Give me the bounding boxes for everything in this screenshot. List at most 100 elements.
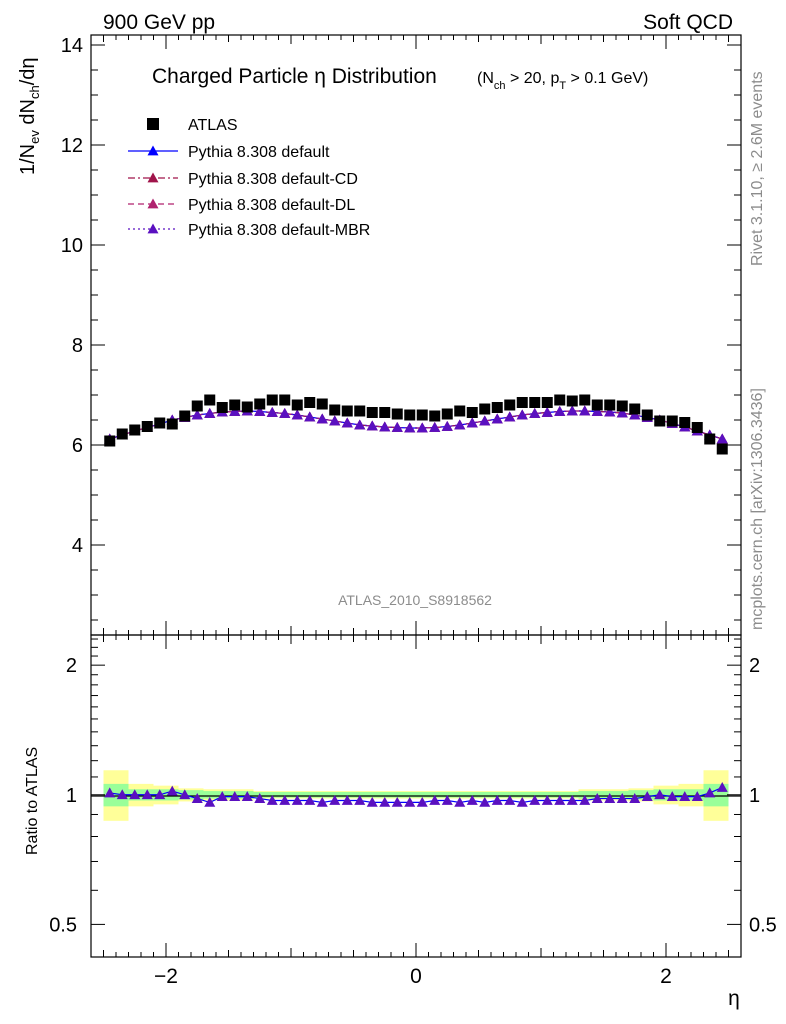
legend-label-4: Pythia 8.308 default-MBR — [188, 222, 370, 239]
legend-marker-1 — [147, 145, 159, 156]
ratio-y-tick-label-right: 2 — [749, 655, 760, 677]
atlas-marker — [704, 433, 716, 445]
atlas-marker — [604, 399, 616, 411]
series-4-marker — [479, 415, 491, 426]
ratio-marker — [529, 794, 541, 805]
ratio-marker — [366, 796, 378, 807]
ratio-marker — [116, 789, 128, 800]
atlas-marker — [479, 403, 491, 415]
series-4-marker — [466, 417, 478, 428]
ratio-marker — [591, 793, 603, 803]
ratio-marker — [266, 794, 278, 805]
ratio-marker — [166, 785, 178, 796]
ratio-band-inner — [253, 791, 329, 798]
atlas-marker — [566, 395, 578, 407]
series-4-marker — [416, 422, 428, 433]
series-4-marker — [429, 422, 441, 432]
atlas-marker — [216, 402, 228, 413]
series-4-marker — [604, 406, 616, 417]
atlas-marker — [429, 410, 441, 422]
ratio-marker — [179, 789, 191, 800]
atlas-marker — [129, 424, 141, 436]
ratio-y-tick-label-right: 1 — [749, 785, 760, 807]
ratio-marker — [279, 794, 291, 805]
atlas-marker — [379, 407, 391, 418]
ratio-marker — [679, 791, 691, 802]
atlas-marker — [291, 399, 303, 411]
legend-atlas-marker — [147, 118, 159, 130]
series-4-marker — [541, 407, 553, 417]
ratio-band-inner — [628, 790, 654, 800]
main-tick-labels: 4 6 8 10 12 14 — [61, 35, 83, 557]
ratio-series-group — [104, 781, 728, 807]
ratio-marker — [129, 789, 141, 800]
series-4-marker — [341, 417, 353, 428]
main-y-tick-label: 14 — [61, 35, 83, 57]
ratio-marker — [566, 794, 578, 805]
ratio-marker — [216, 791, 228, 802]
series-4-marker — [379, 421, 391, 432]
ratio-band-inner — [178, 790, 204, 800]
atlas-marker — [504, 399, 516, 411]
ratio-band-inner — [653, 789, 679, 801]
ratio-marker — [154, 789, 166, 800]
ratio-marker — [466, 794, 478, 805]
series-4-marker — [529, 408, 541, 418]
atlas-marker — [491, 402, 503, 413]
ratio-marker — [616, 793, 628, 803]
chart-subtitle: (Nch > 20, pT > 0.1 GeV) — [477, 70, 648, 92]
ratio-marker — [404, 796, 416, 807]
atlas-marker — [141, 421, 153, 432]
ratio-marker — [254, 793, 266, 803]
ratio-band-inner — [153, 789, 179, 801]
series-4-marker — [304, 411, 316, 422]
atlas-marker — [354, 405, 366, 417]
series-4-marker — [441, 421, 453, 431]
main-panel: 4 6 8 10 12 14 1/Nev dNch/dη Charged Particle… — [17, 34, 742, 636]
atlas-marker — [616, 400, 628, 412]
atlas-marker — [241, 401, 253, 413]
series-4-marker — [404, 422, 416, 433]
legend-label-3: Pythia 8.308 default-DL — [188, 197, 355, 214]
main-axis-ticks — [91, 35, 741, 635]
series-4-marker — [504, 411, 516, 422]
chart-title: Charged Particle η Distribution — [152, 65, 437, 88]
series-4-marker — [316, 413, 328, 424]
ratio-marker — [604, 793, 616, 803]
series-4-marker — [229, 406, 241, 416]
ratio-marker — [541, 794, 553, 805]
ratio-marker — [579, 794, 591, 805]
ratio-marker — [329, 794, 341, 805]
ratio-marker — [629, 793, 641, 803]
mcplots-label: mcplots.cern.ch [arXiv:1306.3436] — [749, 388, 766, 630]
ratio-marker — [691, 791, 703, 802]
series-4-marker — [566, 405, 578, 416]
ratio-y-axis-label: Ratio to ATLAS — [24, 747, 41, 855]
x-axis-label: η — [728, 987, 740, 1010]
ratio-marker — [141, 789, 153, 800]
atlas-marker — [454, 405, 466, 417]
legend-label-0: ATLAS — [188, 117, 238, 134]
ratio-y-tick-label: 2 — [66, 655, 77, 677]
ratio-marker — [354, 794, 366, 805]
main-frame — [90, 34, 742, 636]
ratio-marker — [191, 793, 203, 803]
ratio-marker — [391, 796, 403, 807]
ratio-axis-ticks — [91, 635, 741, 957]
atlas-marker — [304, 397, 316, 408]
atlas-marker — [629, 403, 641, 415]
main-y-tick-label: 6 — [72, 435, 83, 457]
ratio-band-inner — [678, 789, 704, 801]
atlas-marker — [691, 422, 703, 433]
ratio-marker — [454, 796, 466, 807]
ratio-band-inner — [328, 791, 504, 798]
series-4-marker — [716, 433, 728, 444]
ratio-marker — [641, 791, 653, 802]
main-series-group — [104, 394, 728, 455]
ratio-marker — [316, 796, 328, 807]
atlas-marker — [266, 394, 278, 406]
series-4-marker — [354, 419, 366, 430]
ratio-marker — [716, 781, 728, 792]
atlas-marker — [591, 399, 603, 411]
atlas-marker — [404, 409, 416, 421]
